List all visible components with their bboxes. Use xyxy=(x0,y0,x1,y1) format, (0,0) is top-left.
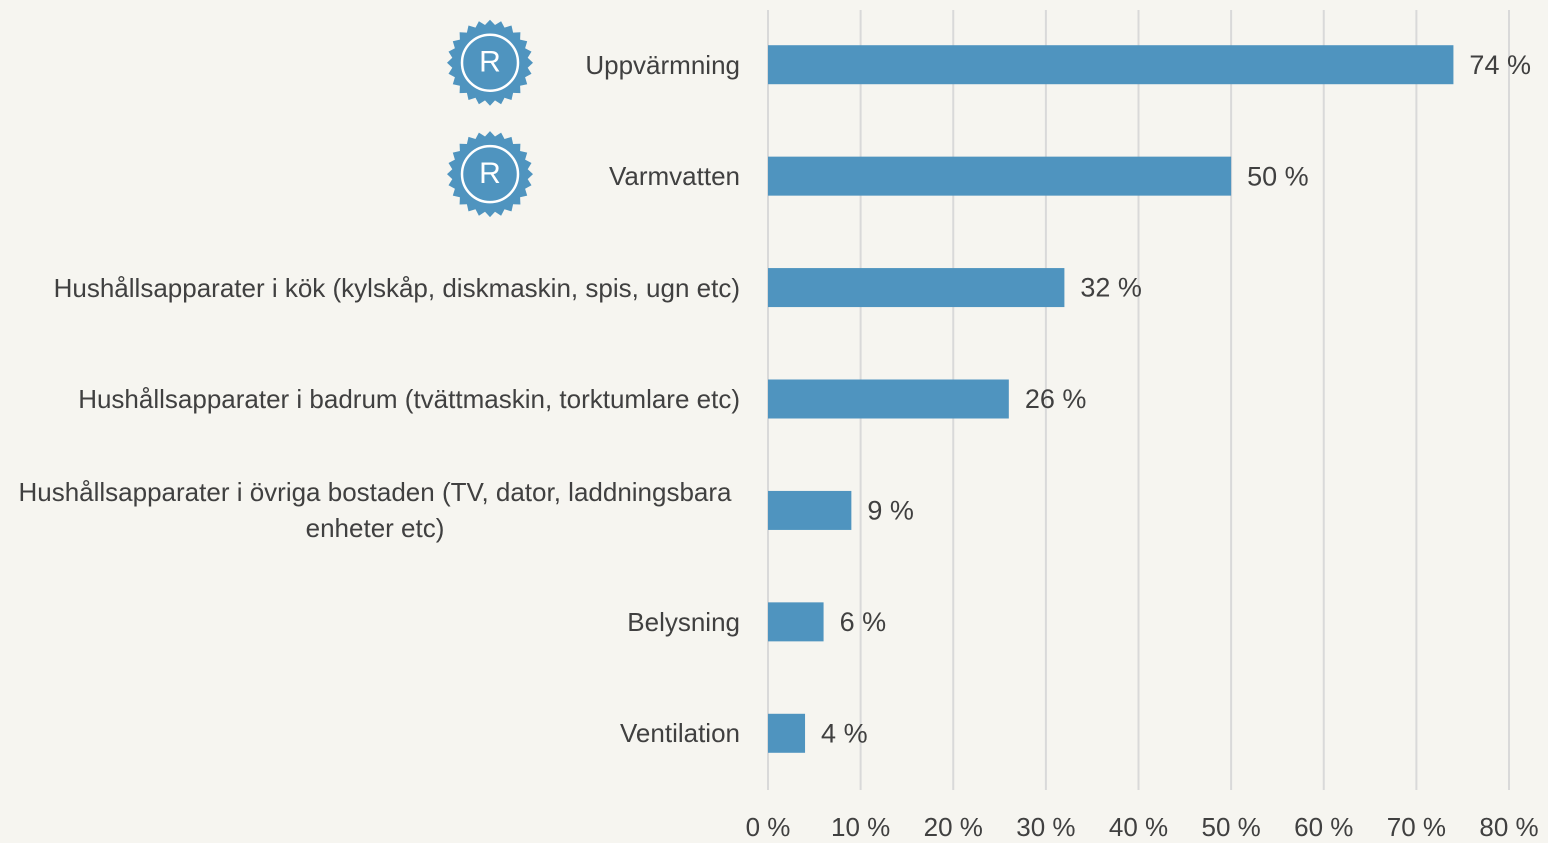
category-label-box: Belysning xyxy=(0,577,740,667)
x-tick-label: 70 % xyxy=(1387,812,1446,842)
y-tick-label: Belysning xyxy=(627,606,740,637)
x-tick-label: 60 % xyxy=(1294,812,1353,842)
x-tick-label: 20 % xyxy=(924,812,983,842)
badge-ring xyxy=(460,33,520,92)
y-tick-label: Ventilation xyxy=(620,718,740,749)
bar xyxy=(768,713,806,753)
bar xyxy=(768,379,1009,419)
x-tick-label: 10 % xyxy=(831,812,890,842)
value-label: 26 % xyxy=(1025,384,1087,414)
value-label: 74 % xyxy=(1469,50,1531,80)
x-tick-label: 0 % xyxy=(746,812,791,842)
category-label-box: Uppvärmning xyxy=(0,20,740,110)
badge xyxy=(447,19,533,106)
value-label: 9 % xyxy=(867,496,914,526)
bar xyxy=(768,45,1454,85)
x-tick-label: 30 % xyxy=(1016,812,1075,842)
badge xyxy=(447,131,533,218)
y-tick-label: Varmvatten xyxy=(608,161,740,192)
bar xyxy=(768,490,852,530)
category-label-box: Varmvatten xyxy=(0,131,740,221)
category-label-box: Hushållsapparater i övriga bostaden (TV,… xyxy=(0,465,740,555)
badge-label: R xyxy=(479,46,501,79)
x-tick-label: 80 % xyxy=(1479,812,1538,842)
bar xyxy=(768,156,1232,196)
y-tick-label: Hushållsapparater i kök (kylskåp, diskma… xyxy=(53,272,740,303)
y-tick-label: Hushållsapparater i övriga bostaden (TV,… xyxy=(18,477,732,544)
x-tick-label: 40 % xyxy=(1109,812,1168,842)
bar xyxy=(768,602,824,642)
value-label: 50 % xyxy=(1247,161,1309,191)
bar xyxy=(768,268,1065,308)
value-label: 6 % xyxy=(840,607,887,637)
y-tick-label: Uppvärmning xyxy=(585,49,740,80)
badge-label: R xyxy=(479,157,501,190)
value-label: 4 % xyxy=(821,718,868,748)
value-label: 32 % xyxy=(1080,273,1142,303)
category-label-box: Hushållsapparater i badrum (tvättmaskin,… xyxy=(0,354,740,444)
badge-ring xyxy=(460,144,520,204)
y-tick-label: Hushållsapparater i badrum (tvättmaskin,… xyxy=(78,384,740,414)
category-label-box: Ventilation xyxy=(0,688,740,778)
x-tick-label: 50 % xyxy=(1201,812,1260,842)
category-label-box: Hushållsapparater i kök (kylskåp, diskma… xyxy=(0,243,740,333)
